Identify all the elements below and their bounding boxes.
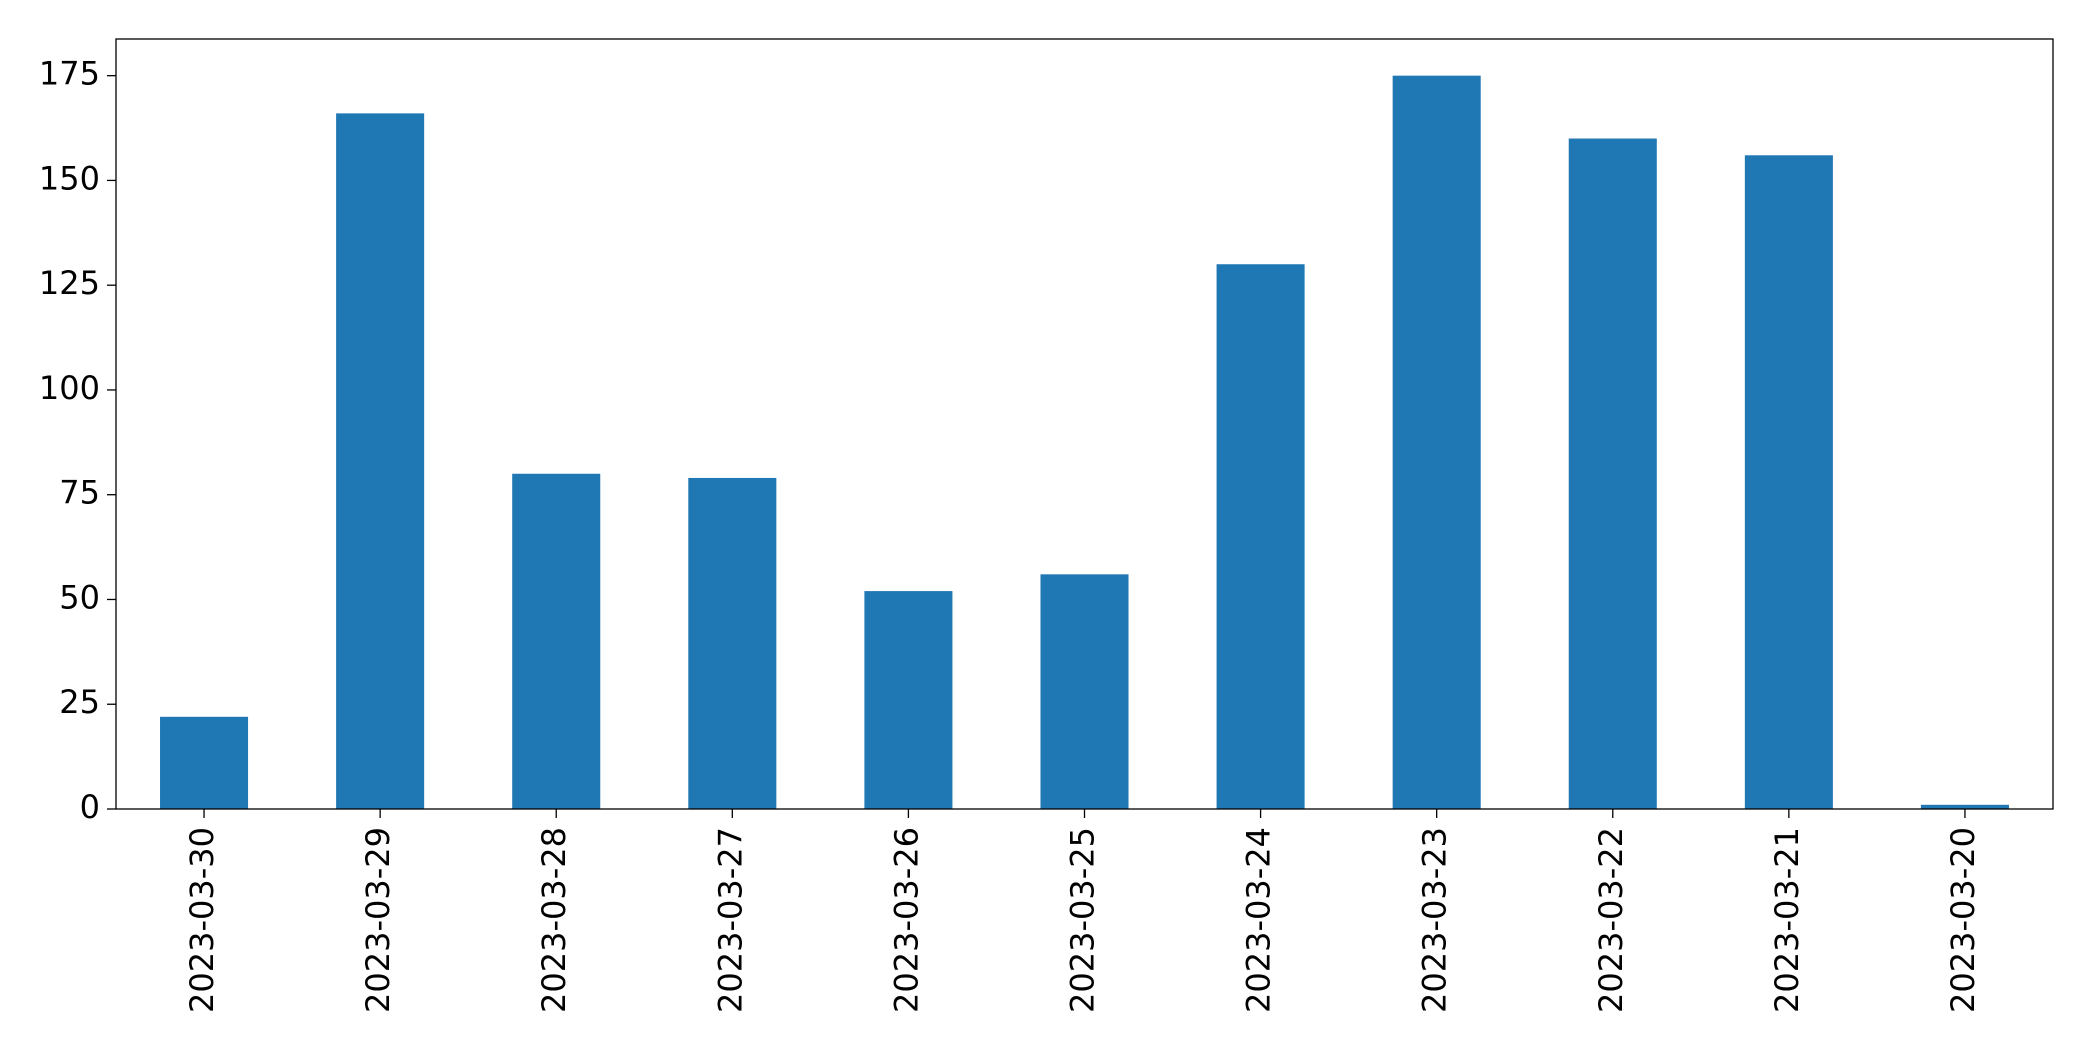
y-tick-label: 175 <box>39 55 100 93</box>
bar <box>160 716 249 809</box>
y-tick-label: 125 <box>39 264 100 302</box>
x-tick-label: 2023-03-22 <box>1592 827 1630 1013</box>
y-tick-label: 100 <box>39 369 100 407</box>
x-tick-label: 2023-03-20 <box>1944 827 1982 1013</box>
bar <box>1568 138 1657 809</box>
x-tick-label: 2023-03-29 <box>359 827 397 1013</box>
x-tick-label: 2023-03-30 <box>183 827 221 1013</box>
y-tick-label: 50 <box>59 578 100 616</box>
x-tick-label: 2023-03-21 <box>1768 827 1806 1013</box>
bar <box>1216 264 1305 809</box>
bar <box>688 477 777 809</box>
y-tick-label: 0 <box>80 788 100 826</box>
x-tick-label: 2023-03-24 <box>1240 827 1278 1013</box>
plot-frame <box>115 38 2054 810</box>
x-tick-label: 2023-03-27 <box>711 827 749 1013</box>
x-tick-label: 2023-03-28 <box>535 827 573 1013</box>
x-tick-label: 2023-03-26 <box>887 827 925 1013</box>
bar <box>1744 155 1833 810</box>
x-tick-label: 2023-03-25 <box>1064 827 1102 1013</box>
y-tick-label: 75 <box>59 474 100 512</box>
bar <box>512 473 601 809</box>
bar <box>1920 804 2009 809</box>
bar <box>864 591 953 809</box>
bar <box>1040 574 1129 809</box>
bar <box>1392 75 1481 809</box>
bar <box>336 113 425 809</box>
y-tick-label: 25 <box>59 683 100 721</box>
x-tick-label: 2023-03-23 <box>1416 827 1454 1013</box>
y-tick-label: 150 <box>39 159 100 197</box>
